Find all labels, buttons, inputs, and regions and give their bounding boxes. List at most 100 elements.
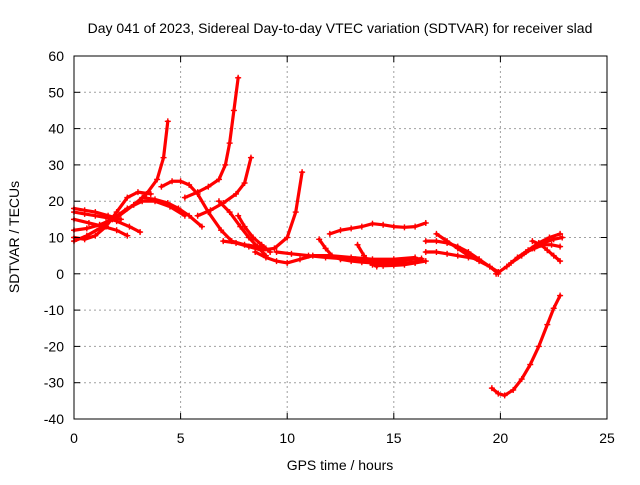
data-point	[124, 232, 131, 239]
data-point	[557, 230, 564, 237]
series-arc-26	[522, 241, 564, 256]
data-point	[102, 223, 109, 230]
series-arc-24	[508, 234, 566, 266]
data-point	[288, 250, 295, 257]
data-point	[358, 259, 365, 266]
data-point	[518, 376, 525, 383]
data-point	[486, 263, 493, 270]
y-tick-label: 0	[56, 266, 64, 282]
data-point	[328, 252, 335, 259]
x-tick-label: 5	[177, 430, 185, 446]
data-point	[444, 238, 451, 245]
data-point	[124, 194, 131, 201]
series-line	[274, 250, 424, 263]
data-point	[544, 321, 551, 328]
data-point	[83, 225, 90, 232]
data-point	[322, 254, 329, 261]
data-point	[360, 252, 367, 259]
data-point	[271, 245, 278, 252]
data-point	[250, 234, 257, 241]
data-point	[348, 258, 355, 265]
data-point	[544, 247, 551, 254]
data-point	[510, 386, 517, 393]
data-point	[444, 250, 451, 257]
data-point	[527, 361, 534, 368]
data-point	[422, 249, 429, 256]
series-arc-07	[139, 194, 205, 230]
data-point	[126, 223, 133, 230]
data-point	[160, 154, 167, 161]
y-tick-label: 10	[48, 230, 64, 246]
data-point	[433, 238, 440, 245]
data-point	[548, 241, 555, 248]
data-point	[488, 385, 495, 392]
data-point	[550, 252, 557, 259]
data-point	[454, 252, 461, 259]
data-point	[540, 241, 547, 248]
data-point	[557, 258, 564, 265]
data-point	[535, 343, 542, 350]
data-point	[501, 392, 508, 399]
data-point	[226, 209, 233, 216]
data-point	[550, 236, 557, 243]
data-point	[529, 238, 536, 245]
data-point	[134, 189, 141, 196]
y-tick-label: 30	[48, 157, 64, 173]
data-point	[175, 205, 182, 212]
series-arc-13	[220, 169, 306, 254]
series-arc-15	[273, 249, 425, 265]
data-point	[92, 209, 99, 216]
data-point	[181, 194, 188, 201]
series-line	[328, 221, 428, 236]
data-point	[154, 176, 161, 183]
data-point	[422, 219, 429, 226]
data-point	[233, 190, 240, 197]
data-point	[105, 212, 112, 219]
data-point	[296, 256, 303, 263]
data-point	[495, 390, 502, 397]
data-point	[85, 219, 92, 226]
data-point	[92, 232, 99, 239]
data-point	[247, 154, 254, 161]
x-axis-label: GPS time / hours	[287, 457, 394, 473]
data-point	[292, 209, 299, 216]
data-point	[476, 256, 483, 263]
data-point	[233, 239, 240, 246]
data-point	[337, 256, 344, 263]
grid	[74, 56, 607, 419]
data-point	[218, 227, 225, 234]
data-point	[422, 258, 429, 265]
series-line	[217, 199, 268, 258]
y-axis-label: SDTVAR / TECUs	[6, 181, 22, 293]
y-tick-label: 60	[48, 48, 64, 64]
data-point	[245, 243, 252, 250]
x-tick-label: 0	[70, 430, 78, 446]
data-point	[252, 249, 259, 256]
data-point	[465, 254, 472, 261]
data-point	[322, 245, 329, 252]
data-point	[81, 207, 88, 214]
data-point	[235, 74, 242, 81]
data-point	[164, 200, 171, 207]
data-point	[262, 254, 269, 261]
y-tick-label: 50	[48, 84, 64, 100]
data-point	[433, 249, 440, 256]
data-point	[158, 183, 165, 190]
series-line	[183, 76, 240, 200]
series-arc-19	[369, 258, 429, 269]
data-point	[226, 140, 233, 147]
series-line	[490, 293, 562, 398]
axis-ticks: 0 5 10 15 20 25 -40 -30 -20 -10 0 10 20 30 40 50 60	[44, 48, 615, 446]
y-tick-label: -30	[44, 375, 64, 391]
data-point	[273, 258, 280, 265]
data-point	[186, 212, 193, 219]
data-point	[169, 178, 176, 185]
y-tick-label: -20	[44, 338, 64, 354]
series-line	[196, 156, 253, 218]
data-point	[284, 259, 291, 266]
data-point	[241, 180, 248, 187]
data-point	[164, 118, 171, 125]
data-point	[299, 169, 306, 176]
series-line	[221, 170, 304, 252]
